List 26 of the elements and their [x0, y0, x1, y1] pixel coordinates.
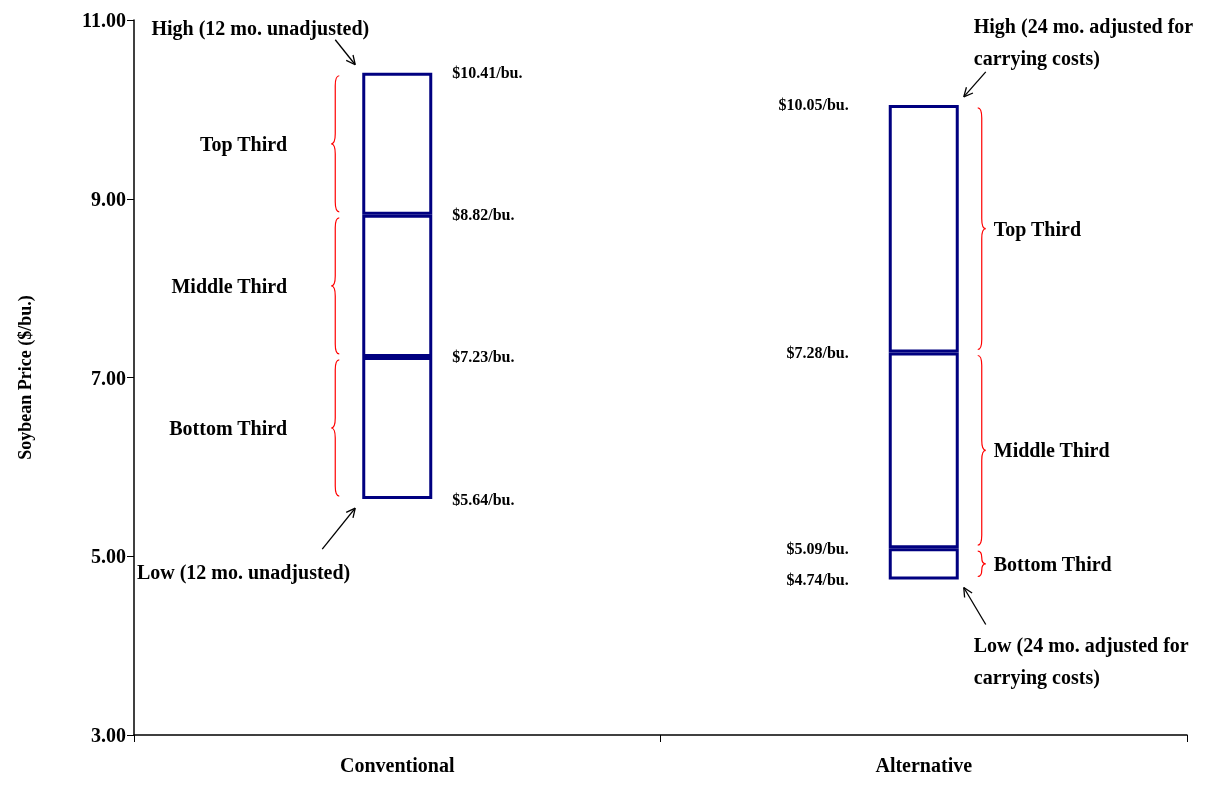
annotation: $10.41/bu.: [452, 64, 523, 82]
annotation: $7.28/bu.: [786, 343, 849, 361]
annotation: Top Third: [993, 217, 1082, 241]
annotation: Bottom Third: [993, 552, 1112, 575]
annotation: Top Third: [199, 132, 288, 156]
annotation: $10.05/bu.: [778, 96, 849, 114]
annotation: High (24 mo. adjusted for carrying costs): [973, 14, 1198, 70]
annotation: Bottom Third: [169, 417, 288, 439]
annotation: $5.09/bu.: [786, 539, 849, 557]
y-tick-label: 5.00: [91, 545, 126, 568]
annotation: Low (24 mo. adjusted for carrying costs): [973, 634, 1194, 690]
annotation: $8.82/bu.: [452, 206, 515, 224]
y-tick-label: 11.00: [82, 9, 126, 31]
annotation: High (12 mo. unadjusted): [151, 16, 370, 40]
annotation: $7.23/bu.: [452, 348, 515, 366]
x-tick-label: Conventional: [340, 754, 455, 776]
y-axis-title: Soybean Price ($/bu.): [15, 295, 36, 460]
x-tick-label: Alternative: [875, 754, 973, 776]
y-tick-label: 3.00: [91, 724, 126, 746]
annotation: Middle Third: [171, 274, 288, 297]
annotation: $4.74/bu.: [786, 570, 849, 588]
y-tick-label: 9.00: [91, 187, 126, 210]
annotation: $5.64/bu.: [452, 490, 515, 508]
annotation: Middle Third: [993, 439, 1110, 462]
y-tick-label: 7.00: [91, 366, 126, 389]
annotation: Low (12 mo. unadjusted): [136, 561, 351, 585]
